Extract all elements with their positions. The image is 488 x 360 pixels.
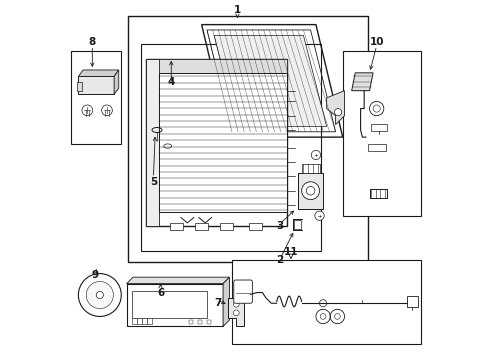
Bar	[220, 223, 233, 230]
Bar	[128, 16, 367, 262]
Bar	[71, 51, 121, 144]
Bar	[206, 320, 210, 324]
Polygon shape	[351, 73, 372, 91]
Bar	[195, 223, 207, 230]
Bar	[170, 223, 183, 230]
Polygon shape	[126, 277, 229, 284]
Circle shape	[301, 182, 319, 200]
Circle shape	[78, 274, 121, 316]
Circle shape	[334, 109, 341, 116]
Circle shape	[369, 102, 383, 116]
Circle shape	[96, 292, 103, 298]
Bar	[159, 73, 287, 212]
Bar	[147, 318, 152, 324]
Text: 9: 9	[91, 270, 99, 280]
Circle shape	[86, 282, 113, 309]
Bar	[189, 320, 192, 324]
Bar	[142, 318, 147, 324]
Bar	[369, 189, 386, 198]
Circle shape	[319, 300, 326, 307]
Bar	[137, 318, 142, 324]
Text: 7: 7	[214, 298, 221, 308]
FancyBboxPatch shape	[233, 280, 252, 303]
Bar	[198, 320, 201, 324]
Bar	[77, 82, 82, 91]
Bar	[301, 164, 319, 173]
Circle shape	[334, 314, 340, 319]
Bar	[370, 123, 386, 131]
Polygon shape	[223, 277, 229, 327]
Bar	[342, 51, 421, 216]
Text: 10: 10	[368, 37, 383, 48]
Bar	[406, 296, 417, 307]
Text: 3: 3	[276, 221, 283, 231]
Circle shape	[320, 314, 325, 319]
Polygon shape	[214, 35, 326, 126]
Polygon shape	[228, 298, 244, 327]
Bar	[159, 59, 287, 73]
Circle shape	[233, 310, 239, 316]
Text: 11: 11	[283, 247, 298, 257]
Circle shape	[372, 105, 380, 112]
Polygon shape	[78, 70, 119, 76]
Text: 8: 8	[88, 37, 96, 48]
Polygon shape	[298, 173, 323, 208]
Bar	[293, 220, 300, 229]
Circle shape	[311, 150, 320, 159]
Circle shape	[102, 105, 112, 116]
Circle shape	[233, 301, 239, 307]
Bar	[367, 144, 385, 152]
Polygon shape	[146, 59, 159, 226]
Polygon shape	[326, 91, 344, 125]
Bar	[132, 291, 206, 318]
Polygon shape	[78, 76, 114, 94]
Text: 4: 4	[167, 77, 175, 87]
Circle shape	[82, 105, 93, 116]
Bar	[231, 260, 421, 344]
Bar	[248, 223, 261, 230]
Text: 2: 2	[276, 255, 283, 265]
Text: 1: 1	[233, 5, 241, 15]
Bar	[131, 318, 137, 324]
Bar	[126, 284, 223, 327]
Text: 5: 5	[149, 177, 157, 187]
Bar	[141, 44, 321, 251]
Circle shape	[314, 211, 324, 220]
Text: 6: 6	[157, 288, 164, 297]
Polygon shape	[114, 70, 119, 94]
Polygon shape	[146, 59, 287, 226]
Circle shape	[305, 186, 314, 195]
